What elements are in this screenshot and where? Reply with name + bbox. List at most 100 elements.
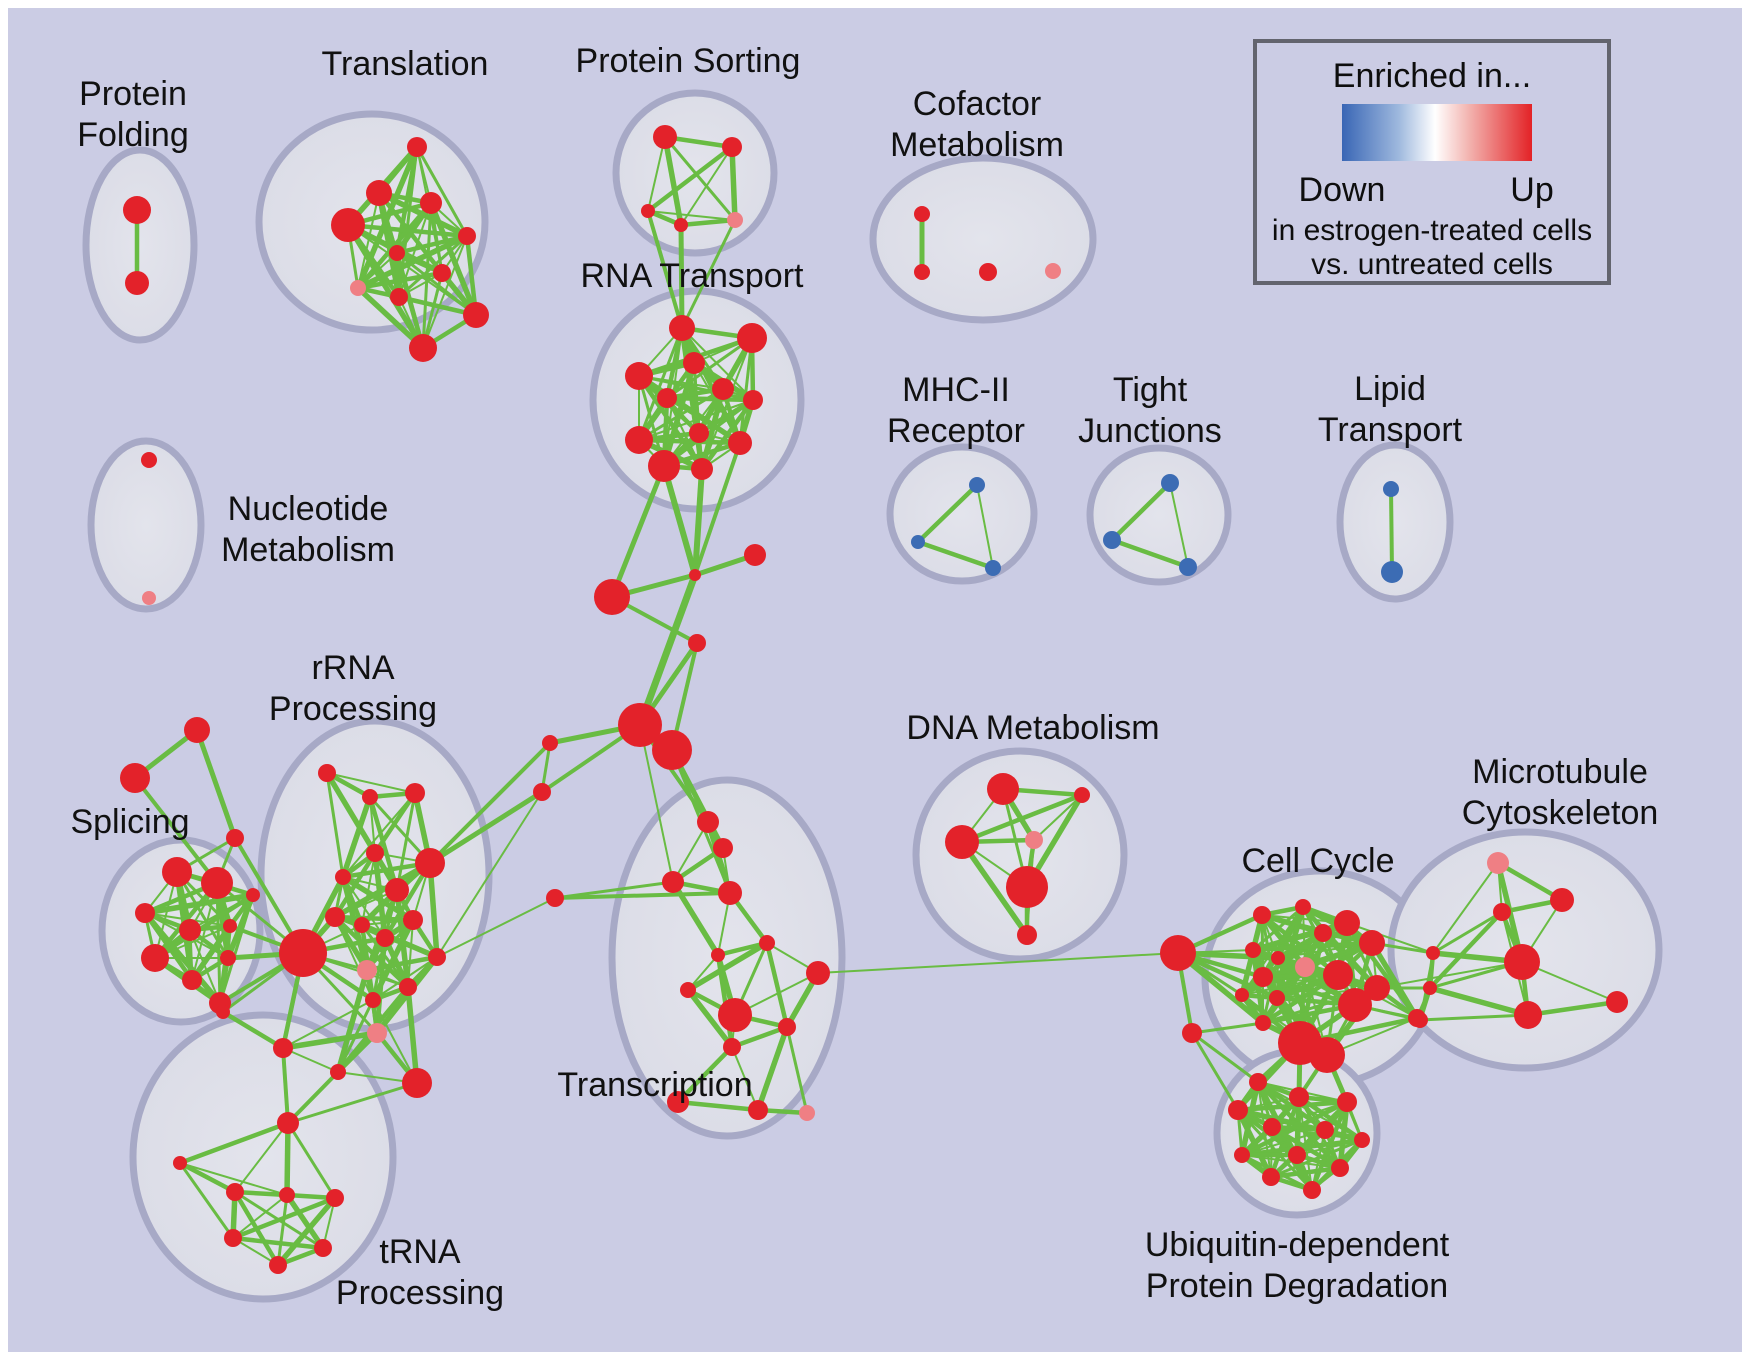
- node-transcription[interactable]: [713, 838, 733, 858]
- node-ubiquitin-degradation[interactable]: [1354, 1132, 1370, 1148]
- node-tight-junctions[interactable]: [1179, 558, 1197, 576]
- node-rrna-processing[interactable]: [216, 1005, 230, 1019]
- node-splicing[interactable]: [201, 867, 233, 899]
- node-splicing[interactable]: [179, 919, 201, 941]
- node-rna-transport[interactable]: [737, 323, 767, 353]
- node-trna-processing[interactable]: [326, 1189, 344, 1207]
- node-rna-transport[interactable]: [683, 352, 705, 374]
- node-transcription[interactable]: [718, 881, 742, 905]
- node-rrna-processing[interactable]: [357, 960, 377, 980]
- node-microtubule-cytoskeleton[interactable]: [1504, 944, 1540, 980]
- node-ubiquitin-degradation[interactable]: [1228, 1100, 1248, 1120]
- node-protein-sorting[interactable]: [674, 218, 688, 232]
- node-dna-metabolism[interactable]: [987, 773, 1019, 805]
- node-rrna-processing[interactable]: [376, 929, 394, 947]
- node-cofactor-metabolism[interactable]: [1045, 263, 1061, 279]
- node-rna-transport[interactable]: [648, 450, 680, 482]
- node-splicing[interactable]: [135, 903, 155, 923]
- node-trna-processing[interactable]: [173, 1156, 187, 1170]
- node-cofactor-metabolism[interactable]: [979, 263, 997, 281]
- node-transcription[interactable]: [718, 998, 752, 1032]
- node-protein-sorting[interactable]: [727, 212, 743, 228]
- node-connector-nodes[interactable]: [652, 730, 692, 770]
- node-connector-nodes[interactable]: [594, 579, 630, 615]
- node-splicing[interactable]: [141, 944, 169, 972]
- node-mhc-ii-receptor[interactable]: [911, 535, 925, 549]
- node-protein-sorting[interactable]: [653, 125, 677, 149]
- node-rrna-processing[interactable]: [273, 1038, 293, 1058]
- node-transcription[interactable]: [723, 1038, 741, 1056]
- node-splicing[interactable]: [220, 950, 236, 966]
- node-transcription[interactable]: [667, 1091, 689, 1113]
- node-connector-nodes[interactable]: [1182, 1023, 1202, 1043]
- node-cell-cycle[interactable]: [1295, 899, 1311, 915]
- node-rrna-processing[interactable]: [365, 992, 381, 1008]
- node-transcription[interactable]: [662, 871, 684, 893]
- node-connector-nodes[interactable]: [533, 783, 551, 801]
- node-translation[interactable]: [331, 208, 365, 242]
- node-cell-cycle[interactable]: [1255, 1015, 1271, 1031]
- node-cell-cycle[interactable]: [1235, 988, 1249, 1002]
- node-microtubule-cytoskeleton[interactable]: [1550, 888, 1574, 912]
- node-connector-nodes[interactable]: [226, 829, 244, 847]
- node-cell-cycle[interactable]: [1334, 910, 1360, 936]
- node-mhc-ii-receptor[interactable]: [969, 477, 985, 493]
- node-rrna-processing[interactable]: [415, 848, 445, 878]
- node-transcription[interactable]: [759, 935, 775, 951]
- node-transcription[interactable]: [680, 982, 696, 998]
- node-splicing[interactable]: [162, 857, 192, 887]
- node-ubiquitin-degradation[interactable]: [1303, 1181, 1321, 1199]
- node-rrna-processing[interactable]: [399, 978, 417, 996]
- node-protein-folding[interactable]: [123, 196, 151, 224]
- node-trna-processing[interactable]: [279, 1187, 295, 1203]
- node-cell-cycle[interactable]: [1309, 1037, 1345, 1073]
- node-cell-cycle[interactable]: [1245, 942, 1261, 958]
- node-cell-cycle[interactable]: [1271, 951, 1285, 965]
- node-microtubule-cytoskeleton[interactable]: [1487, 852, 1509, 874]
- node-rna-transport[interactable]: [625, 362, 653, 390]
- node-dna-metabolism[interactable]: [1017, 925, 1037, 945]
- node-cofactor-metabolism[interactable]: [914, 206, 930, 222]
- node-rna-transport[interactable]: [657, 388, 677, 408]
- node-tight-junctions[interactable]: [1161, 474, 1179, 492]
- node-tight-junctions[interactable]: [1103, 531, 1121, 549]
- node-dna-metabolism[interactable]: [1025, 831, 1043, 849]
- node-rrna-processing[interactable]: [362, 789, 378, 805]
- node-connector-nodes[interactable]: [184, 717, 210, 743]
- node-rrna-processing[interactable]: [428, 948, 446, 966]
- node-rrna-processing[interactable]: [318, 764, 336, 782]
- node-translation[interactable]: [407, 137, 427, 157]
- node-rrna-processing[interactable]: [325, 907, 345, 927]
- node-transcription[interactable]: [697, 811, 719, 833]
- node-trna-processing[interactable]: [314, 1239, 332, 1257]
- node-translation[interactable]: [390, 288, 408, 306]
- node-lipid-transport[interactable]: [1381, 561, 1403, 583]
- node-transcription[interactable]: [711, 948, 725, 962]
- node-cell-cycle[interactable]: [1160, 935, 1196, 971]
- node-translation[interactable]: [433, 264, 451, 282]
- node-ubiquitin-degradation[interactable]: [1288, 1146, 1306, 1164]
- node-connector-nodes[interactable]: [689, 569, 701, 581]
- node-translation[interactable]: [366, 180, 392, 206]
- node-ubiquitin-degradation[interactable]: [1316, 1121, 1334, 1139]
- node-transcription[interactable]: [799, 1105, 815, 1121]
- node-trna-processing[interactable]: [226, 1183, 244, 1201]
- node-nucleotide-metabolism[interactable]: [142, 591, 156, 605]
- node-cell-cycle[interactable]: [1314, 924, 1332, 942]
- node-translation[interactable]: [463, 302, 489, 328]
- node-trna-processing[interactable]: [269, 1256, 287, 1274]
- node-connector-nodes[interactable]: [542, 735, 558, 751]
- node-cell-cycle[interactable]: [1269, 990, 1285, 1006]
- node-trna-processing[interactable]: [277, 1112, 299, 1134]
- node-protein-sorting[interactable]: [722, 137, 742, 157]
- node-connector-nodes[interactable]: [120, 763, 150, 793]
- node-rna-transport[interactable]: [728, 431, 752, 455]
- node-ubiquitin-degradation[interactable]: [1289, 1087, 1309, 1107]
- node-dna-metabolism[interactable]: [945, 825, 979, 859]
- node-translation[interactable]: [458, 227, 476, 245]
- node-ubiquitin-degradation[interactable]: [1234, 1147, 1250, 1163]
- node-trna-processing[interactable]: [224, 1229, 242, 1247]
- node-splicing[interactable]: [182, 970, 202, 990]
- node-translation[interactable]: [350, 280, 366, 296]
- node-nucleotide-metabolism[interactable]: [141, 452, 157, 468]
